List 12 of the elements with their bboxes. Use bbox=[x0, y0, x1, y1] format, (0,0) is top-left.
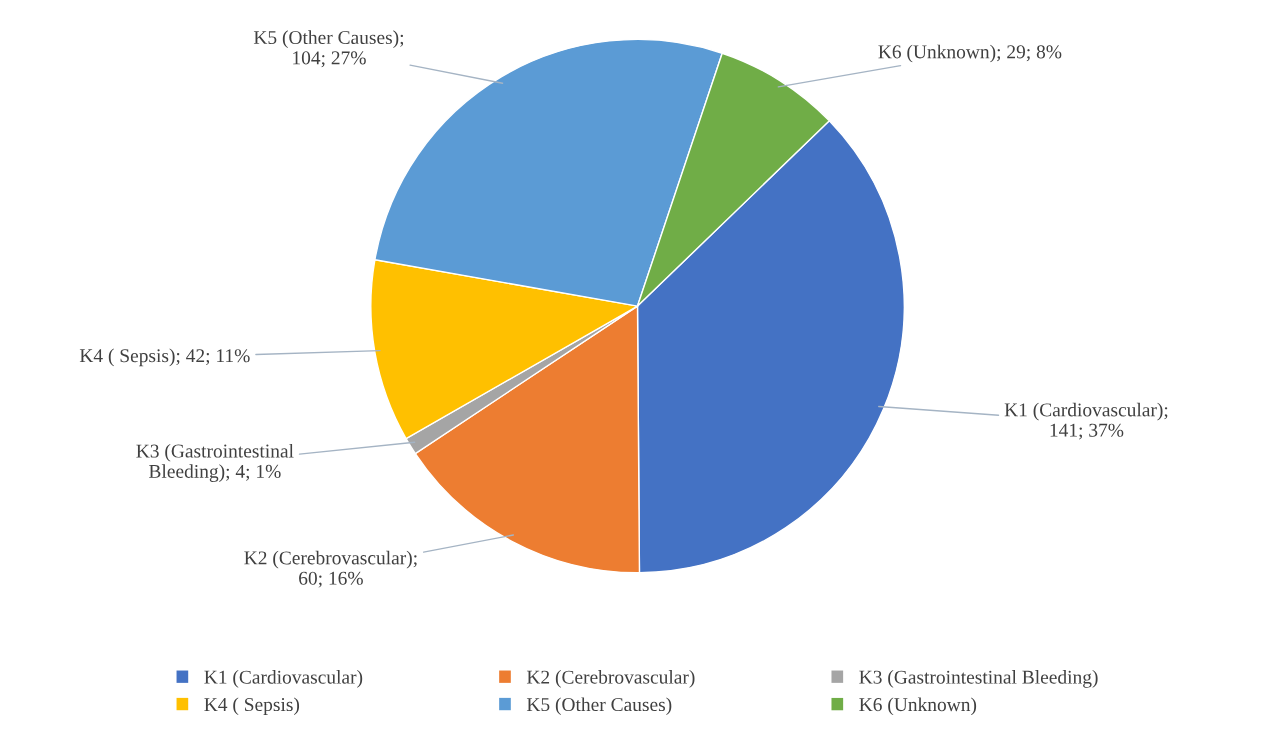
data-label: K6 (Unknown); 29; 8% bbox=[878, 44, 1062, 63]
legend-label: K5 (Other Causes) bbox=[526, 697, 672, 716]
data-label: K2 (Cerebrovascular); 60; 16% bbox=[244, 550, 417, 588]
legend-label: K3 (Gastrointestinal Bleeding) bbox=[859, 670, 1098, 688]
legend-label: K4 ( Sepsis) bbox=[204, 697, 300, 716]
legend-label: K1 (Cardiovascular) bbox=[204, 670, 363, 688]
legend-label: K2 (Cerebrovascular) bbox=[526, 670, 695, 688]
data-label: K5 (Other Causes); 104; 27% bbox=[253, 30, 404, 68]
data-label: K4 ( Sepsis); 42; 11% bbox=[79, 348, 250, 367]
data-label: K1 (Cardiovascular); 141; 37% bbox=[1004, 402, 1168, 440]
legend-label: K6 (Unknown) bbox=[859, 697, 977, 716]
data-label: K3 (Gastrointestinal Bleeding); 4; 1% bbox=[136, 443, 294, 482]
